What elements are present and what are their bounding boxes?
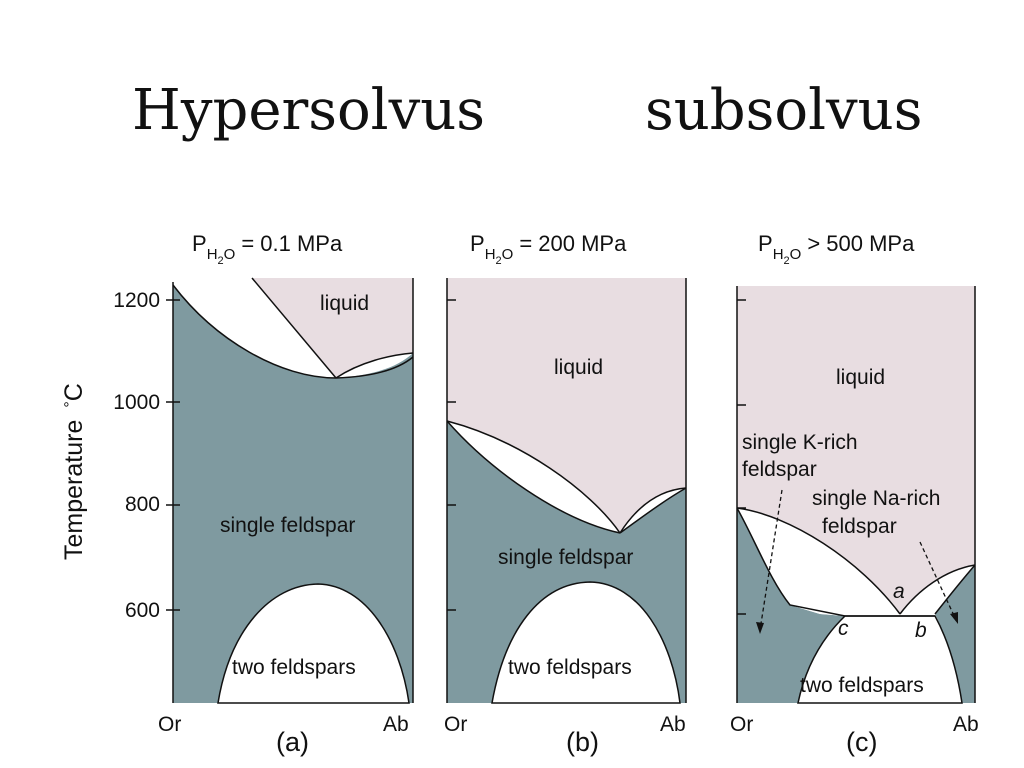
panel-b-two-feldspars-label: two feldspars [508, 656, 632, 679]
panel-a-liquidus-left [172, 284, 337, 379]
panel-c-na-rich-arrowhead [950, 612, 958, 624]
panel-c-or-label: Or [730, 713, 753, 736]
panel-c-na-rich-solid-region [935, 565, 975, 703]
y-axis-label: Temperature°C [60, 383, 88, 560]
panel-a-solid-liquid-gap-right [336, 353, 413, 378]
panel-a-liquid-region [252, 278, 413, 378]
y-tick-label-1000: 1000 [113, 391, 160, 414]
panel-c-point-a: a [893, 580, 905, 603]
y-tick-label-800: 800 [125, 493, 160, 516]
y-axis-unit: C [60, 383, 88, 401]
panel-b-single-feldspar-label: single feldspar [498, 546, 633, 569]
panel-c-na-rich-label-line1: single Na-rich [812, 487, 940, 510]
panel-a-solid-liquid-gap-left [173, 278, 336, 378]
panel-b-liquid-label: liquid [554, 356, 603, 379]
panel-a-or-label: Or [158, 713, 181, 736]
panel-c: PH2O > 500 MPa [730, 231, 979, 757]
panel-b-liquidus-right [619, 487, 687, 534]
panel-c-point-b: b [915, 619, 927, 642]
panel-c-solidus-right [934, 564, 976, 615]
panel-c-ab-label: Ab [953, 713, 979, 736]
panel-c-na-rich-arrow [919, 541, 957, 621]
panel-a: PH2O = 0.1 MPa liquid si [158, 231, 414, 757]
panel-b-pressure-label: PH2O = 200 MPa [470, 231, 627, 267]
panel-a-liquid-label: liquid [320, 292, 369, 315]
panel-c-k-rich-arrow [759, 489, 783, 631]
panel-a-pressure-label: PH2O = 0.1 MPa [192, 231, 343, 267]
panel-c-point-c: c [838, 617, 849, 640]
heading-subsolvus: subsolvus [645, 78, 923, 143]
panel-c-liquid-region [737, 286, 975, 614]
panel-a-two-feldspars-region [217, 583, 410, 704]
panel-b-or-label: Or [444, 713, 467, 736]
panel-c-liquidus-right [899, 564, 976, 615]
panel-c-k-rich-label-line1: single K-rich [742, 431, 858, 454]
panel-b-caption: (b) [566, 727, 599, 757]
panel-c-pressure-label: PH2O > 500 MPa [758, 231, 915, 267]
panel-b-liquid-region [447, 278, 686, 533]
panel-c-liquidus-left [736, 507, 901, 615]
panel-b-solvus-gap-left [447, 421, 620, 533]
panel-b-solidus-right [619, 487, 687, 534]
panel-a-two-feldspars-label: two feldspars [232, 656, 356, 679]
panel-c-loop-left [737, 508, 900, 616]
panel-c-solidus-left [736, 507, 846, 617]
y-tick-label-600: 600 [125, 599, 160, 622]
panel-a-ab-label: Ab [383, 713, 409, 736]
panel-c-k-rich-label-line2: feldspar [742, 458, 817, 481]
panel-b-two-feldspars-region [491, 581, 681, 704]
panel-a-caption: (a) [276, 727, 309, 757]
y-tick-label-1200: 1200 [113, 289, 160, 312]
panel-c-two-feldspars-label: two feldspars [800, 674, 924, 697]
panel-c-k-rich-arrowhead [756, 622, 764, 634]
panel-a-solidus-right-upper [335, 352, 414, 379]
panel-c-liquid-label: liquid [836, 366, 885, 389]
heading-hypersolvus: Hypersolvus [132, 78, 486, 143]
panel-c-caption: (c) [846, 727, 877, 757]
panel-b-solidus-left [446, 420, 621, 534]
panel-a-liquidus-line [251, 277, 337, 379]
panel-c-na-rich-label-line2: feldspar [822, 515, 897, 538]
panel-b-ab-label: Ab [660, 713, 686, 736]
panel-b: PH2O = 200 MPa liquid single feldspar two… [444, 231, 687, 757]
panel-a-single-feldspar-label: single feldspar [220, 514, 355, 537]
y-axis: Temperature°C 1200 1000 800 600 [60, 289, 160, 622]
panel-a-solidus-right-lower [335, 356, 414, 379]
panel-b-liquidus-left [446, 420, 621, 534]
panel-c-loop-right [900, 565, 975, 614]
